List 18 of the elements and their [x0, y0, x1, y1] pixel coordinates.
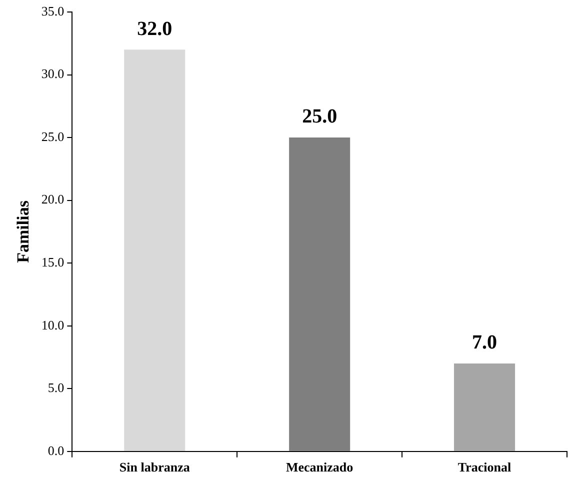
y-tick-label: 15.0	[41, 254, 64, 270]
data-label: 7.0	[472, 332, 498, 354]
y-tick-label: 0.0	[48, 442, 64, 458]
data-label: 32.0	[137, 18, 172, 40]
y-axis-title: Familias	[14, 200, 33, 263]
x-tick-label: Tracional	[458, 460, 512, 475]
y-tick-label: 20.0	[41, 192, 64, 207]
bar	[289, 138, 350, 451]
bar	[454, 364, 516, 451]
data-label: 25.0	[302, 106, 338, 128]
y-tick-label: 10.0	[41, 317, 64, 332]
y-tick-label: 35.0	[41, 3, 64, 18]
x-tick-label: Mecanizado	[286, 460, 354, 475]
y-tick-label: 25.0	[41, 128, 64, 144]
y-tick-label: 30.0	[41, 66, 64, 82]
y-tick-label: 5.0	[48, 380, 64, 396]
x-tick-label: Sin labranza	[119, 460, 190, 475]
bar	[124, 50, 186, 451]
